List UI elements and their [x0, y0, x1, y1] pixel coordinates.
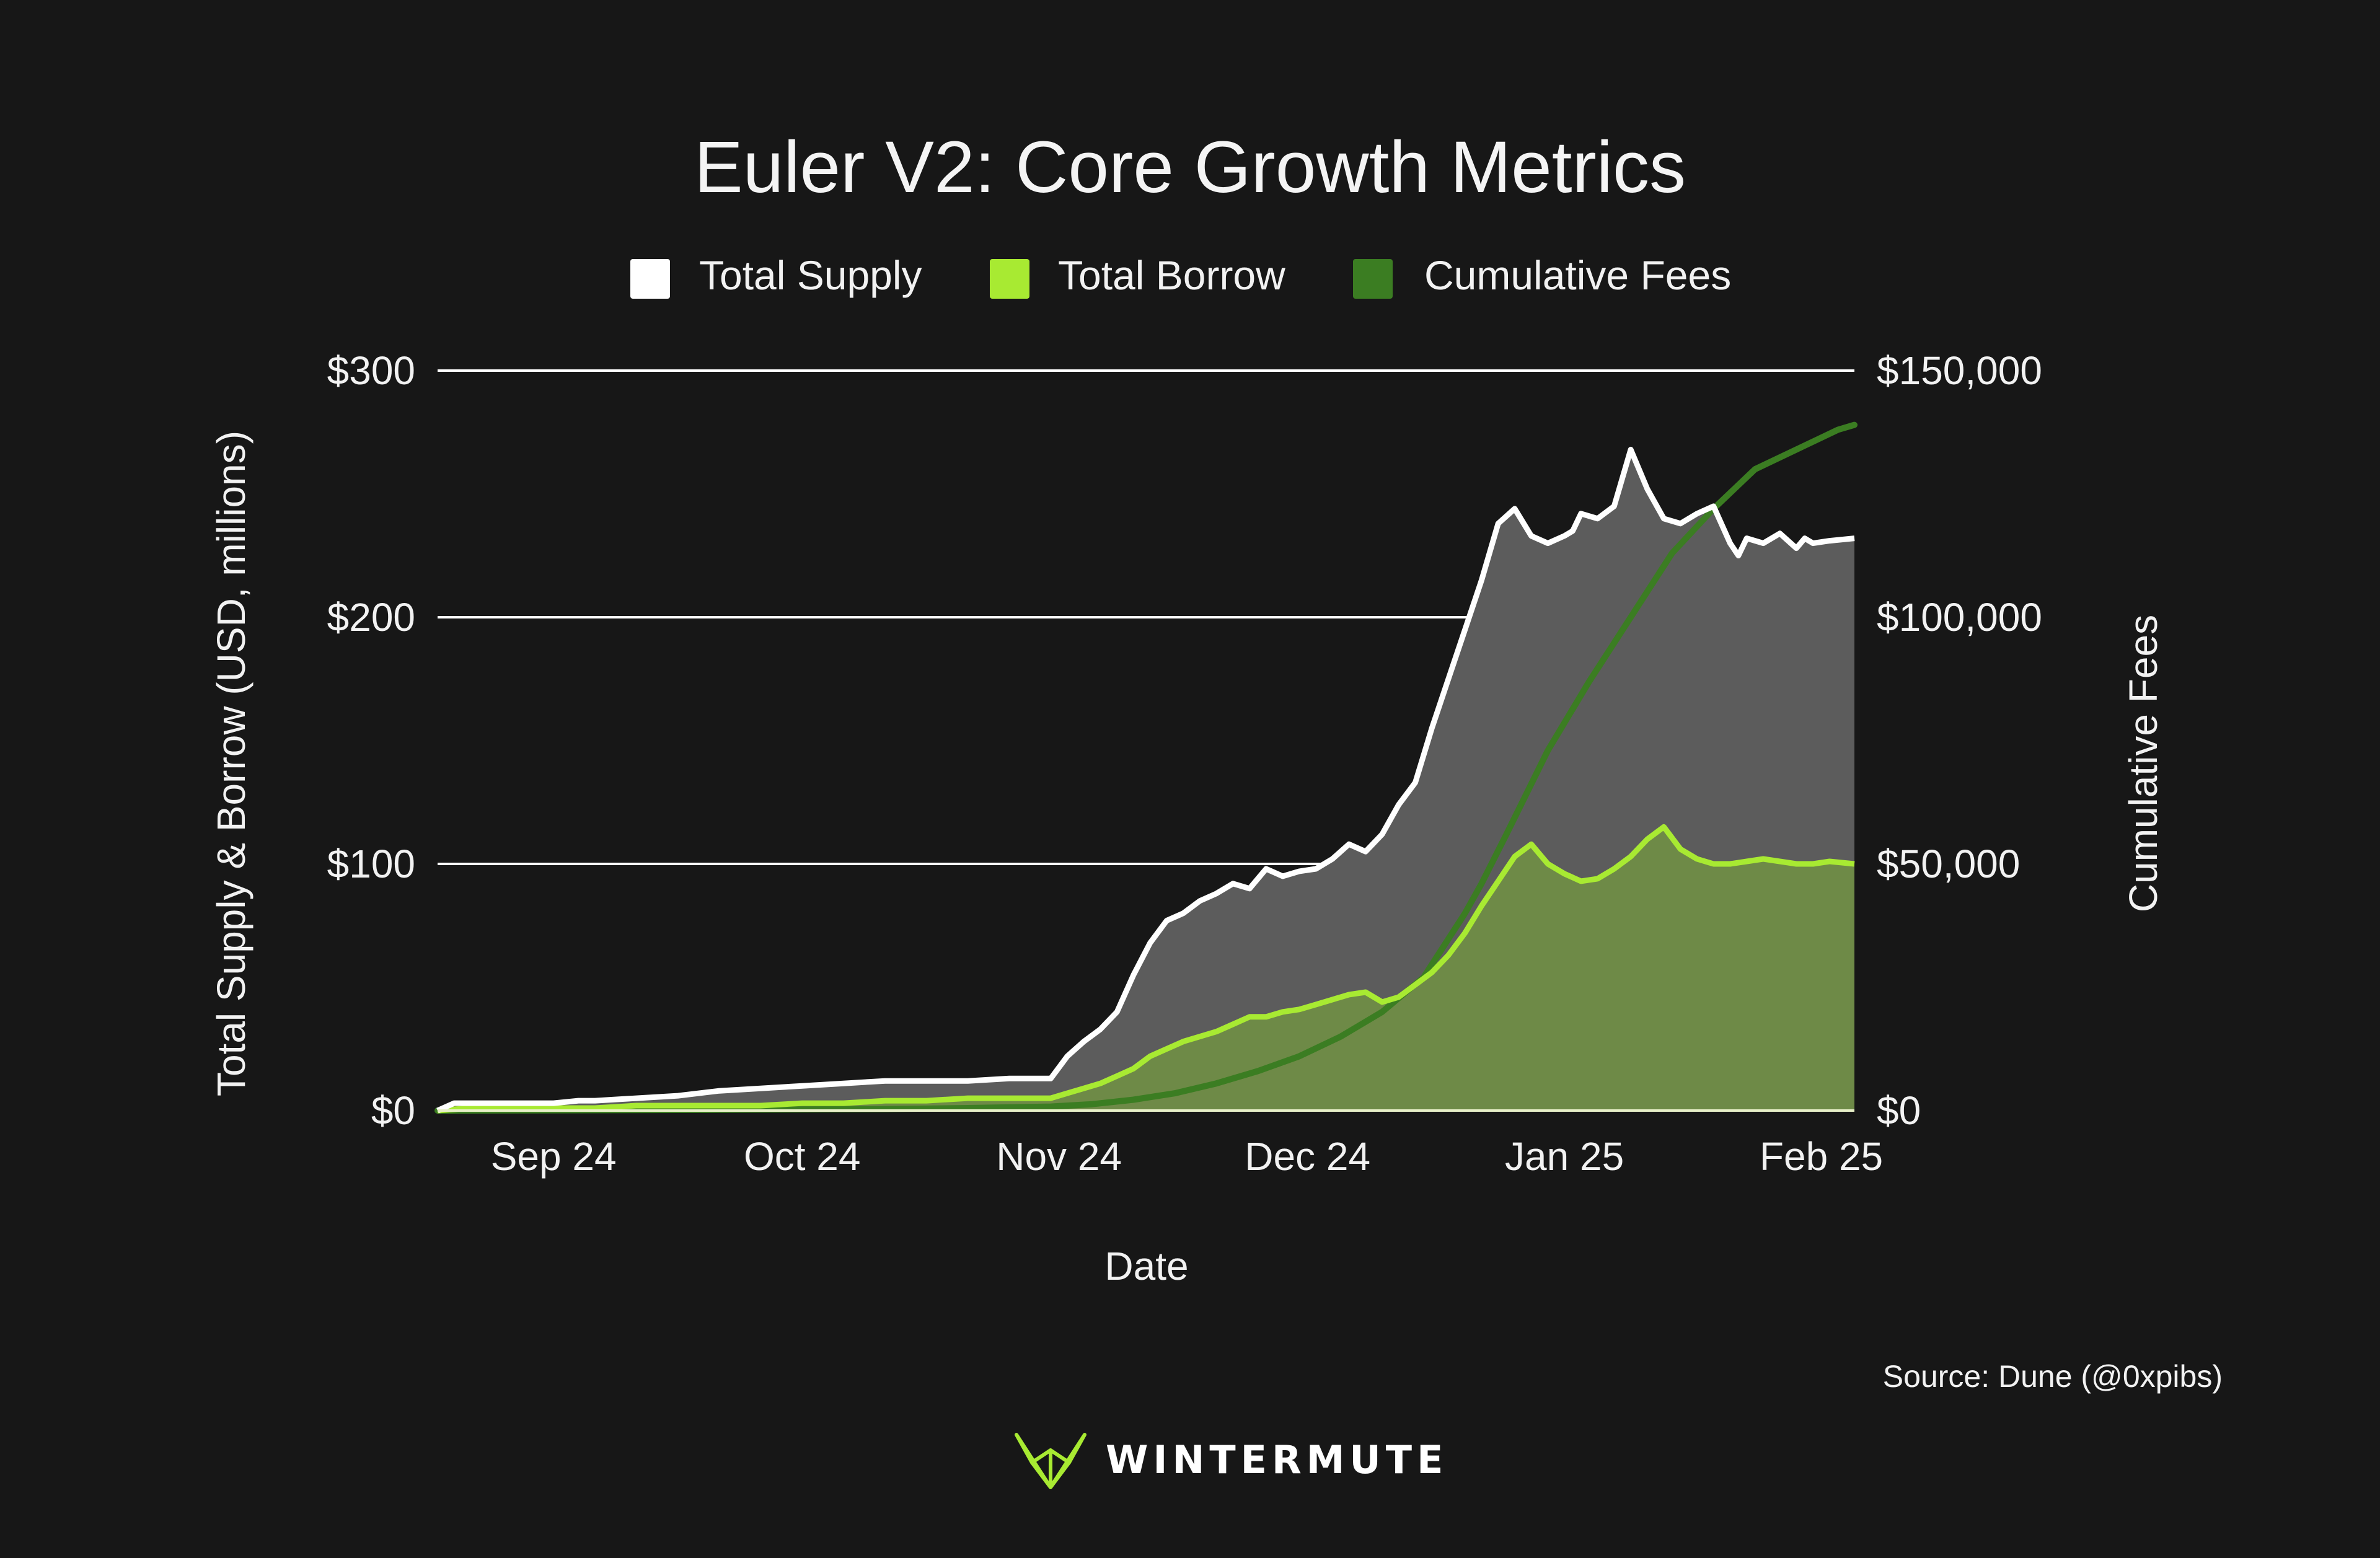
wintermute-logo-text: WINTERMUTE	[1106, 1437, 1448, 1482]
x-tick-label: Dec 24	[1245, 1134, 1370, 1179]
y-tick-label: $100	[327, 842, 415, 886]
chart-title: Euler V2: Core Growth Metrics	[694, 126, 1686, 208]
y-tick-label: $0	[371, 1088, 415, 1133]
borrow-line	[437, 824, 1855, 1114]
fees-line	[434, 421, 1858, 1114]
legend-swatch-borrow	[990, 259, 1029, 299]
wintermute-logo: WINTERMUTE	[1010, 1425, 1448, 1494]
plot-area: $0 $100 $200 $300 $0 $50,000 $100,000 $150,000 S…	[327, 348, 2042, 1179]
y2-tick-label: $0	[1877, 1088, 1921, 1133]
legend-label-supply: Total Supply	[699, 252, 922, 298]
supply-line	[436, 446, 1855, 1114]
x-axis-label: Date	[1104, 1244, 1188, 1288]
legend-label-fees: Cumulative Fees	[1424, 252, 1731, 298]
x-tick-label: Nov 24	[996, 1134, 1122, 1179]
y2-tick-label: $100,000	[1877, 595, 2042, 640]
y2-tick-label: $150,000	[1877, 348, 2042, 393]
x-tick-label: Feb 25	[1760, 1134, 1883, 1179]
x-tick-label: Oct 24	[744, 1134, 861, 1179]
legend-label-borrow: Total Borrow	[1058, 252, 1285, 298]
legend: Total Supply Total Borrow Cumulative Fee…	[630, 252, 1731, 299]
y-axis-label: Total Supply & Borrow (USD, millions)	[209, 431, 253, 1096]
x-tick-label: Jan 25	[1505, 1134, 1624, 1179]
source-note: Source: Dune (@0xpibs)	[1883, 1359, 2223, 1394]
wintermute-logo-icon	[1015, 1433, 1086, 1489]
borrow-area	[438, 827, 1854, 1111]
y2-tick-label: $50,000	[1877, 842, 2020, 886]
y-tick-label: $300	[327, 348, 415, 393]
legend-swatch-supply	[630, 259, 670, 299]
y2-axis-label: Cumulative Fees	[2121, 615, 2166, 912]
legend-swatch-fees	[1353, 259, 1393, 299]
y-tick-label: $200	[327, 595, 415, 640]
x-tick-label: Sep 24	[491, 1134, 617, 1179]
